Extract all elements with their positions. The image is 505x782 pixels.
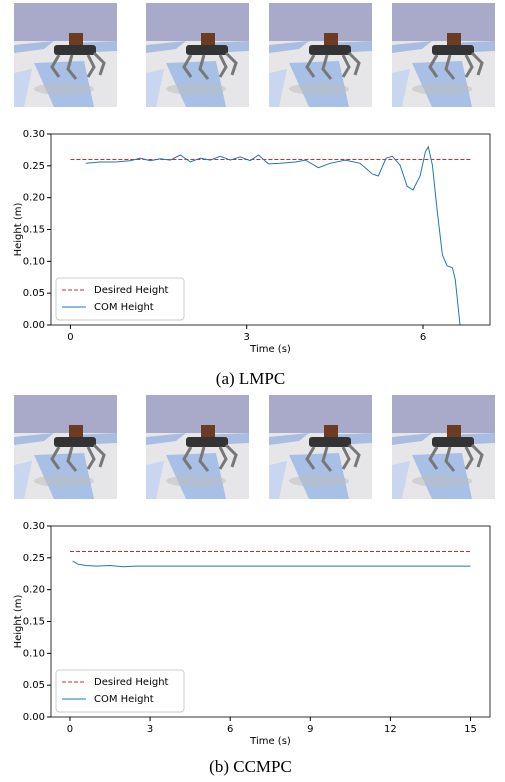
y-tick-label: 0.05 [23, 680, 45, 691]
snapshot [14, 3, 117, 107]
legend-label: COM Height [94, 302, 154, 313]
line-chart: 0.00 0.05 0.10 0.15 0.20 0.25 0.30 0 3 6 Time (s) H… [13, 129, 491, 388]
y-tick-label: 0.05 [23, 288, 45, 299]
x-tick-label: 9 [307, 724, 313, 735]
legend-label: Desired Height [94, 285, 169, 296]
series-line [72, 560, 471, 568]
y-tick-label: 0.25 [23, 553, 45, 564]
x-axis-label: Time (s) [249, 736, 291, 747]
y-tick-label: 0.30 [23, 521, 45, 532]
line-chart: 0.00 0.05 0.10 0.15 0.20 0.25 0.30 0 3 6 9 12 15 Time… [13, 521, 491, 776]
snapshot [269, 395, 372, 499]
legend-frame [55, 669, 185, 713]
legend-frame [55, 277, 185, 321]
y-tick-label: 0.20 [23, 585, 45, 596]
legend: Desired Height COM Height [55, 669, 185, 713]
snapshot [146, 395, 249, 499]
y-axis-label: Height (m) [13, 595, 24, 649]
y-tick-label: 0.10 [23, 256, 45, 267]
y-tick-label: 0.10 [23, 648, 45, 659]
x-tick-label: 0 [67, 332, 73, 343]
x-tick-label: 3 [244, 332, 250, 343]
x-tick-label: 6 [227, 724, 233, 735]
y-tick-label: 0.00 [23, 712, 45, 723]
x-axis-label: Time (s) [249, 344, 291, 355]
plot-frame [50, 525, 491, 718]
x-tick-label: 15 [464, 724, 477, 735]
x-tick-label: 12 [384, 724, 397, 735]
plot-frame [50, 133, 491, 326]
y-tick-label: 0.15 [23, 225, 45, 236]
caption: (a) LMPC [216, 369, 285, 388]
y-tick-label: 0.30 [23, 129, 45, 140]
x-tick-label: 6 [420, 332, 426, 343]
snapshot [392, 3, 495, 107]
snapshot [146, 3, 249, 107]
x-tick-label: 0 [67, 724, 73, 735]
y-tick-label: 0.00 [23, 320, 45, 331]
legend-label: Desired Height [94, 677, 169, 688]
y-tick-label: 0.25 [23, 161, 45, 172]
caption: (b) CCMPC [209, 757, 292, 776]
snapshot [392, 395, 495, 499]
y-tick-label: 0.20 [23, 193, 45, 204]
snapshot [269, 3, 372, 107]
legend-label: COM Height [94, 694, 154, 705]
snapshot [14, 395, 117, 499]
y-axis-label: Height (m) [13, 203, 24, 257]
series-line [85, 145, 461, 326]
snapshots-a [14, 3, 495, 107]
x-tick-label: 3 [147, 724, 153, 735]
snapshots-b [14, 395, 495, 499]
y-tick-label: 0.15 [23, 617, 45, 628]
legend: Desired Height COM Height [55, 277, 185, 321]
